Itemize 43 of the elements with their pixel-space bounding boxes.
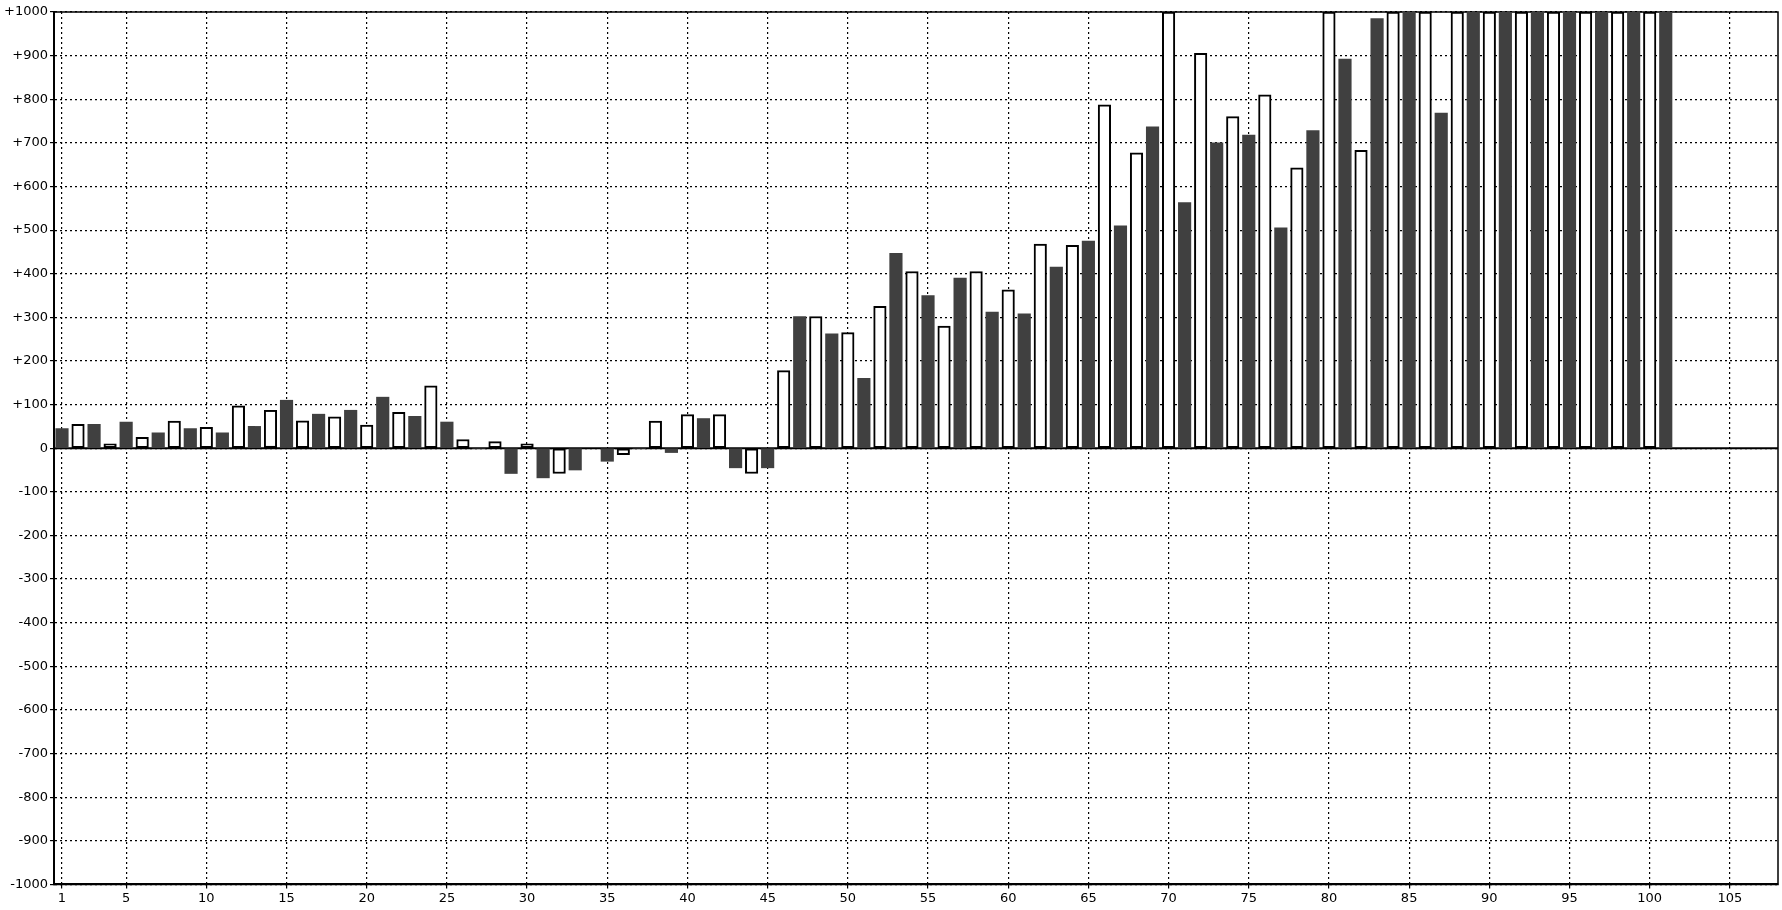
x-tick-label: 55 [919, 889, 937, 905]
y-tick-label: +300 [12, 308, 48, 324]
y-tick-label: +400 [12, 265, 48, 281]
y-tick-label: 0 [39, 439, 48, 455]
x-tick-label: 40 [679, 889, 696, 905]
y-tick-label: -700 [18, 744, 48, 760]
y-tick-label: -300 [18, 570, 48, 586]
x-tick-label: 35 [598, 889, 616, 905]
y-tick-label: -900 [18, 832, 48, 848]
y-tick-label: +100 [12, 395, 48, 411]
x-tick-label: 75 [1240, 889, 1258, 905]
x-tick-label: 85 [1400, 889, 1418, 905]
x-tick-label: 30 [518, 889, 536, 905]
y-tick-label: +800 [12, 90, 48, 106]
x-tick-label: 60 [999, 889, 1017, 905]
x-tick-label: 100 [1637, 889, 1663, 905]
x-tick-label: 50 [839, 889, 857, 905]
y-tick-label: -100 [18, 483, 48, 499]
x-tick-label: 15 [278, 889, 295, 905]
y-tick-label: +700 [12, 134, 48, 150]
y-tick-label: +900 [12, 46, 48, 62]
y-tick-label: +1000 [3, 3, 48, 19]
y-tick-label: -800 [18, 788, 48, 804]
x-tick-label: 80 [1320, 889, 1338, 905]
x-tick-label: 70 [1160, 889, 1177, 905]
x-tick-label: 20 [358, 889, 375, 905]
x-tick-label: 45 [759, 889, 776, 905]
x-tick-label: 105 [1717, 889, 1743, 905]
x-tick-label: 25 [438, 889, 456, 905]
y-tick-label: -600 [18, 701, 48, 717]
y-tick-label: +500 [12, 221, 48, 237]
y-tick-label: +200 [12, 352, 48, 368]
y-tick-label: -500 [18, 657, 48, 673]
y-tick-label: -400 [18, 614, 48, 630]
x-tick-label: 65 [1080, 889, 1097, 905]
y-tick-label: +600 [12, 177, 48, 193]
y-tick-label: -1000 [10, 875, 48, 891]
x-tick-label: 10 [198, 889, 215, 905]
y-tick-label: -200 [18, 526, 48, 542]
x-tick-label: 95 [1561, 889, 1578, 905]
x-tick-label: 5 [122, 889, 131, 905]
x-tick-label: 90 [1481, 889, 1498, 905]
x-tick-label: 1 [57, 889, 67, 905]
